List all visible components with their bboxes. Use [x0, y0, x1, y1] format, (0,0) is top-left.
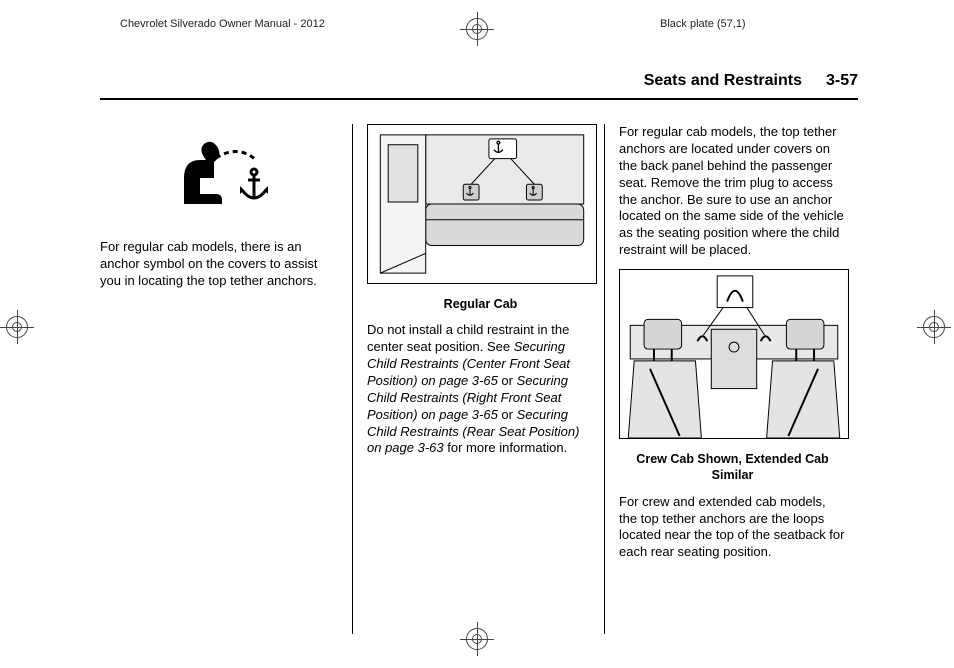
- crop-mark-left: [0, 310, 34, 344]
- section-title: Seats and Restraints: [644, 72, 802, 90]
- regular-cab-illustration: [367, 124, 594, 284]
- column-3: For regular cab models, the top tether a…: [604, 124, 856, 634]
- col2-paragraph-1: Do not install a child restraint in the …: [367, 322, 594, 457]
- columns: For regular cab models, there is an anch…: [100, 124, 858, 634]
- crop-mark-right: [917, 310, 951, 344]
- crew-cab-illustration: [619, 269, 846, 439]
- print-header-left: Chevrolet Silverado Owner Manual - 2012: [120, 18, 325, 30]
- col3-paragraph-2: For crew and extended cab models, the to…: [619, 494, 846, 562]
- print-header-right: Black plate (57,1): [660, 18, 746, 30]
- page-frame: Seats and Restraints 3-57: [100, 72, 858, 632]
- col2-p1-c: or: [498, 407, 517, 422]
- crew-cab-caption: Crew Cab Shown, Extended Cab Similar: [619, 451, 846, 484]
- column-1: For regular cab models, there is an anch…: [100, 124, 352, 634]
- col2-p1-b: or: [498, 373, 517, 388]
- crop-mark-top: [460, 12, 494, 46]
- running-head: Seats and Restraints 3-57: [100, 72, 858, 100]
- col1-paragraph-1: For regular cab models, there is an anch…: [100, 239, 342, 290]
- page-number: 3-57: [826, 72, 858, 90]
- anchor-symbol-illustration: [100, 138, 342, 221]
- col2-p1-d: for more information.: [444, 440, 568, 455]
- regular-cab-caption: Regular Cab: [367, 296, 594, 312]
- column-2: Regular Cab Do not install a child restr…: [352, 124, 604, 634]
- col3-paragraph-1: For regular cab models, the top tether a…: [619, 124, 846, 259]
